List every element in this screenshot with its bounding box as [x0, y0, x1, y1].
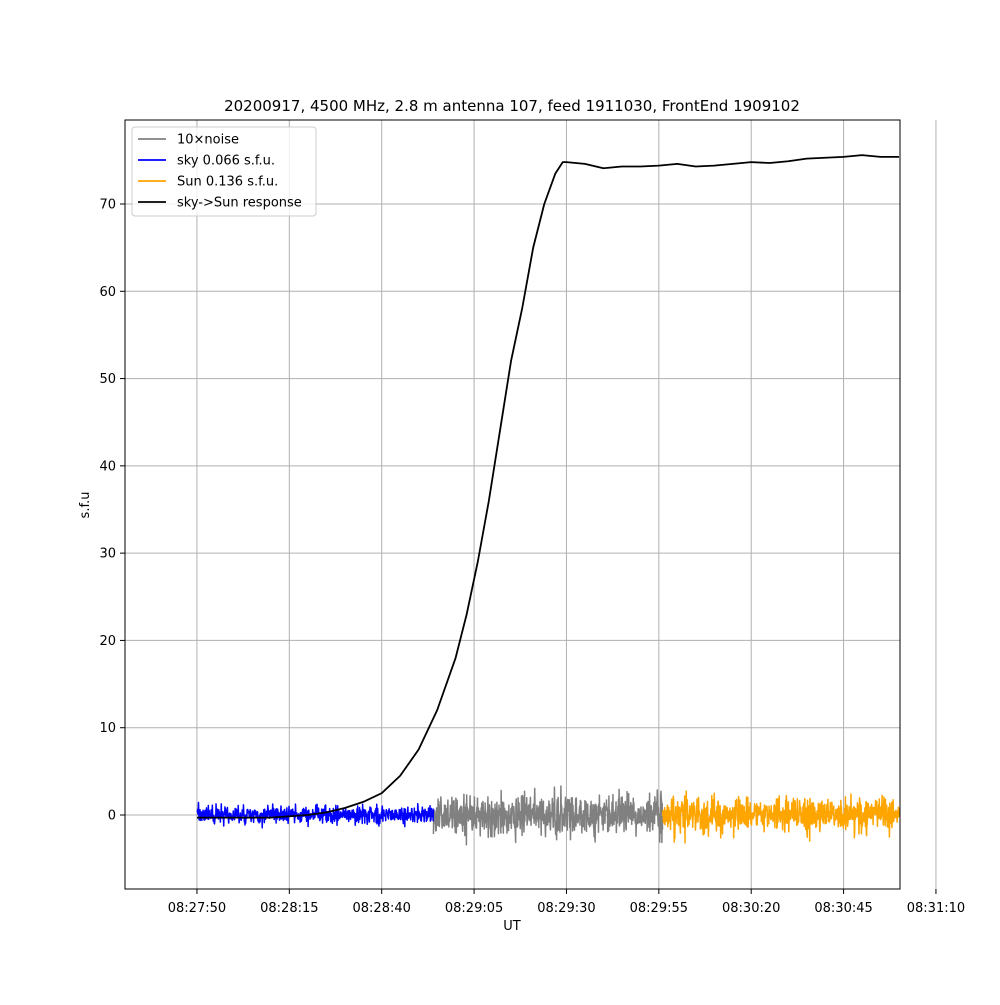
x-axis: 08:27:50 08:28:15 08:28:40 08:29:05 08:29:30… [168, 889, 965, 916]
y-axis: 0 10 20 30 40 50 60 70 [99, 198, 125, 824]
x-tick-label: 08:31:10 [907, 901, 965, 916]
x-tick-label: 08:29:55 [630, 901, 688, 916]
y-tick-label: 0 [108, 809, 116, 824]
x-axis-label: UT [503, 919, 521, 934]
x-tick-label: 08:28:40 [353, 901, 411, 916]
y-tick-label: 10 [99, 721, 116, 736]
series-line-sky-sun-response [196, 154, 899, 819]
grid [125, 120, 937, 889]
x-tick-label: 08:28:15 [260, 901, 318, 916]
x-tick-label: 08:29:05 [445, 901, 503, 916]
legend-label: Sun 0.136 s.f.u. [177, 175, 278, 190]
y-axis-label: s.f.u [78, 492, 93, 519]
series-line-sun-0-136-s-f-u [661, 790, 900, 844]
y-tick-label: 70 [99, 198, 116, 213]
legend-label: 10×noise [177, 133, 239, 148]
y-tick-label: 40 [99, 459, 116, 474]
legend-label: sky 0.066 s.f.u. [177, 154, 275, 169]
x-tick-label: 08:27:50 [168, 901, 226, 916]
x-tick-label: 08:30:45 [814, 901, 872, 916]
chart-title: 20200917, 4500 MHz, 2.8 m antenna 107, f… [224, 97, 800, 115]
plot-frame [124, 119, 901, 890]
legend-box [131, 126, 317, 217]
y-tick-label: 20 [99, 634, 116, 649]
x-tick-label: 08:30:20 [722, 901, 780, 916]
plot-series [196, 154, 900, 846]
y-tick-label: 60 [99, 285, 116, 300]
series-line-10-noise [432, 785, 664, 846]
x-tick-label: 08:29:30 [537, 901, 595, 916]
series-line-sky-0-066-s-f-u [196, 801, 435, 829]
y-tick-label: 50 [99, 372, 116, 387]
legend: 10×noise sky 0.066 s.f.u. Sun 0.136 s.f.u.… [131, 126, 317, 217]
y-tick-label: 30 [99, 547, 116, 562]
legend-label: sky->Sun response [177, 196, 302, 211]
